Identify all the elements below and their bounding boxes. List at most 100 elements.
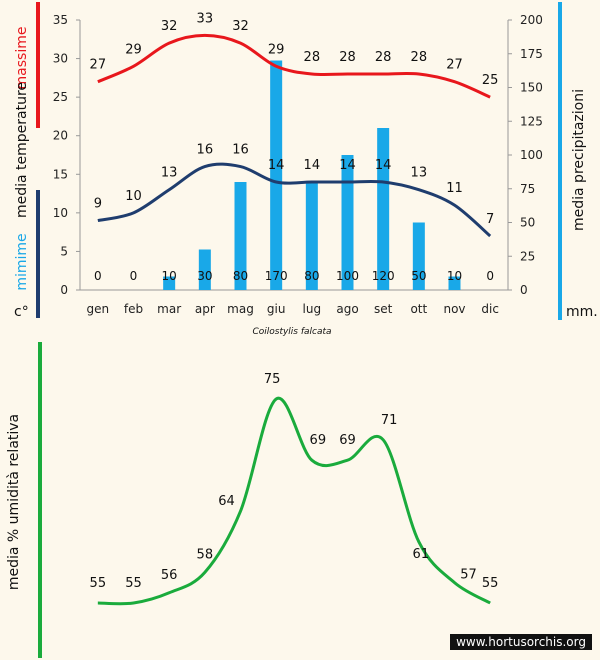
humidity-label: 64 bbox=[218, 494, 235, 509]
humidity-label: 55 bbox=[482, 576, 499, 591]
x-tick-label: nov bbox=[443, 302, 465, 316]
precipitation-bar bbox=[412, 222, 425, 290]
humidity-line bbox=[97, 396, 491, 606]
min-temp-label: 7 bbox=[486, 212, 494, 227]
humidity-label: 58 bbox=[197, 547, 214, 562]
max-temp-label: 27 bbox=[446, 58, 463, 73]
precipitation-label: 50 bbox=[411, 269, 426, 283]
precipitation-label: 30 bbox=[197, 269, 212, 283]
temperature-label: media temperature bbox=[14, 82, 30, 218]
min-temp-label: 14 bbox=[268, 158, 285, 173]
humidity-label: 61 bbox=[413, 547, 430, 562]
min-temp-label: 13 bbox=[411, 166, 428, 181]
precipitation-label: 10 bbox=[162, 269, 177, 283]
min-temp-label: 14 bbox=[375, 158, 392, 173]
right-tick-label: 125 bbox=[520, 114, 543, 128]
precipitation-bar bbox=[234, 182, 247, 290]
precipitation-label: 10 bbox=[447, 269, 462, 283]
min-temp-label: 14 bbox=[304, 158, 321, 173]
temperature-lines bbox=[97, 33, 492, 238]
max-temp-label: 28 bbox=[411, 50, 428, 65]
precipitation-bar bbox=[270, 60, 283, 290]
humidity-label: 75 bbox=[264, 372, 281, 387]
left-tick-label: 20 bbox=[53, 129, 68, 143]
precipitation-label: 170 bbox=[265, 269, 288, 283]
x-tick-label: mag bbox=[227, 302, 254, 316]
x-tick-label: dic bbox=[481, 302, 499, 316]
max-temp-label: 27 bbox=[90, 58, 107, 73]
humidity-label: 69 bbox=[310, 433, 327, 448]
min-temp-label: 14 bbox=[339, 158, 356, 173]
humidity-data-labels: 55 55 56 58 64 75 69 69 71 61 57 55 bbox=[90, 372, 499, 591]
axis-titles: massime media temperature mimime c° medi… bbox=[14, 2, 598, 337]
celsius-unit-label: c° bbox=[14, 304, 29, 320]
precipitation-bar bbox=[341, 155, 354, 290]
precipitation-bar bbox=[377, 128, 390, 290]
precipitation-label: 0 bbox=[94, 269, 102, 283]
x-tick-label: lug bbox=[303, 302, 322, 316]
watermark: www.hortusorchis.org bbox=[450, 634, 592, 650]
min-temp-label: 9 bbox=[94, 197, 102, 212]
right-tick-label: 75 bbox=[520, 182, 535, 196]
precipitation-bar bbox=[198, 249, 211, 290]
humidity-label: 55 bbox=[90, 576, 107, 591]
massime-label: massime bbox=[14, 27, 30, 90]
max-temp-label: 25 bbox=[482, 73, 499, 88]
humidity-label: 69 bbox=[339, 433, 356, 448]
max-temp-label: 29 bbox=[125, 42, 142, 57]
x-tick-label: ago bbox=[336, 302, 358, 316]
right-tick-label: 100 bbox=[520, 148, 543, 162]
x-tick-label: apr bbox=[195, 302, 215, 316]
max-temp-label: 32 bbox=[161, 19, 178, 34]
max-temp-label: 28 bbox=[304, 50, 321, 65]
max-temp-label: 33 bbox=[197, 11, 214, 26]
precipitation-bar bbox=[305, 182, 318, 290]
left-tick-label: 15 bbox=[53, 167, 68, 181]
left-tick-label: 35 bbox=[53, 13, 68, 27]
humidity-axis-label: media % umidità relativa bbox=[6, 414, 22, 590]
min-temp-label: 13 bbox=[161, 166, 178, 181]
humidity-curve bbox=[97, 396, 491, 606]
min-temp-label: 16 bbox=[197, 143, 214, 158]
precipitation-label: 0 bbox=[130, 269, 138, 283]
humidity-label: 57 bbox=[460, 568, 477, 583]
precipitation-bar bbox=[448, 276, 461, 290]
precipitation-bar bbox=[163, 276, 176, 290]
right-tick-label: 150 bbox=[520, 81, 543, 95]
min-temperature-line bbox=[97, 162, 492, 238]
x-tick-label: gen bbox=[87, 302, 110, 316]
x-tick-label: mar bbox=[157, 302, 181, 316]
x-tick-label: giu bbox=[267, 302, 286, 316]
min-temp-label: 16 bbox=[232, 143, 249, 158]
right-tick-label: 50 bbox=[520, 216, 535, 230]
right-tick-label: 25 bbox=[520, 249, 535, 263]
left-tick-label: 10 bbox=[53, 206, 68, 220]
min-temp-label: 10 bbox=[125, 189, 142, 204]
max-temp-label: 29 bbox=[268, 42, 285, 57]
left-tick-label: 0 bbox=[60, 283, 68, 297]
precipitation-label: 100 bbox=[336, 269, 359, 283]
left-tick-label: 30 bbox=[53, 52, 68, 66]
max-temp-label: 28 bbox=[339, 50, 356, 65]
left-tick-label: 25 bbox=[53, 90, 68, 104]
right-tick-label: 0 bbox=[520, 283, 528, 297]
precipitation-label: 0 bbox=[486, 269, 494, 283]
precipitation-label: media precipitazioni bbox=[571, 89, 587, 231]
chart-title: Coilostylis falcata bbox=[252, 327, 331, 337]
max-temperature-line bbox=[97, 33, 491, 99]
max-temp-label: 32 bbox=[232, 19, 249, 34]
right-tick-label: 175 bbox=[520, 47, 543, 61]
max-temp-label: 28 bbox=[375, 50, 392, 65]
humidity-label: 56 bbox=[161, 568, 178, 583]
humidity-label: 71 bbox=[381, 413, 398, 428]
x-tick-label: feb bbox=[124, 302, 143, 316]
mimime-label: mimime bbox=[14, 233, 30, 290]
mm-unit-label: mm. bbox=[566, 304, 598, 320]
precipitation-label: 80 bbox=[233, 269, 248, 283]
x-tick-label: ott bbox=[410, 302, 427, 316]
min-temp-label: 11 bbox=[446, 181, 463, 196]
